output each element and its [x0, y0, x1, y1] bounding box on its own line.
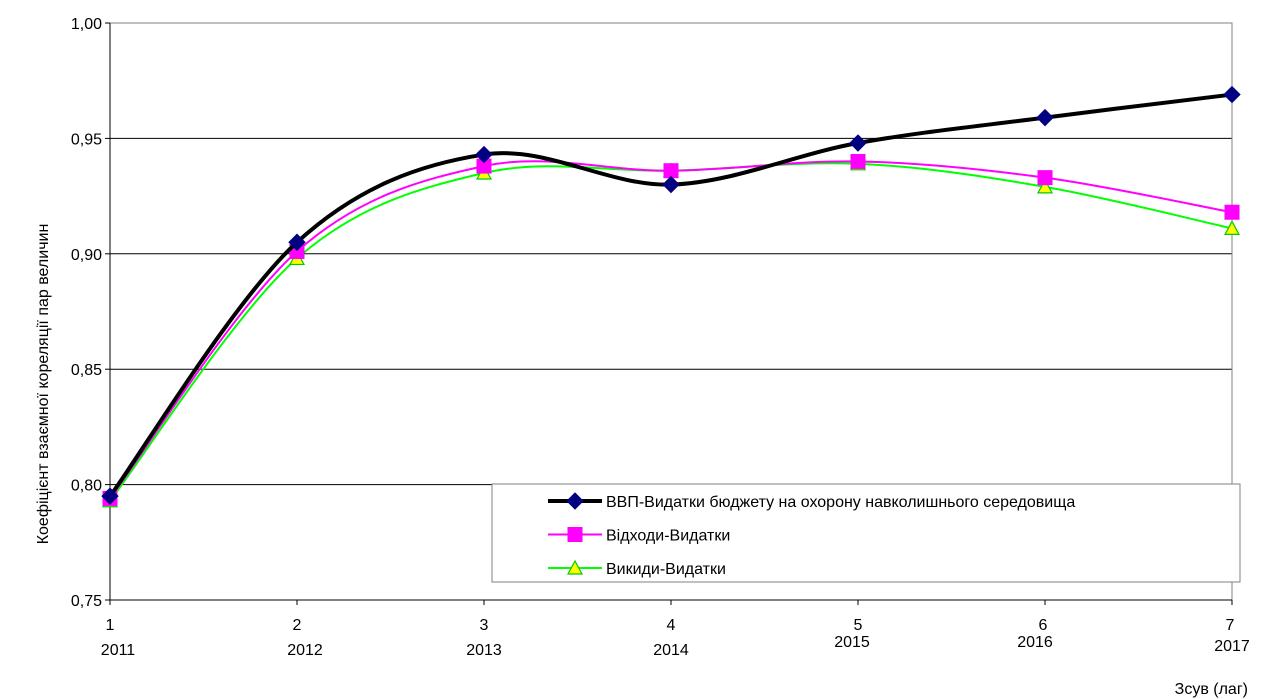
- y-tick-label: 0,85: [71, 362, 102, 379]
- legend-item: Викиди-Видатки: [548, 559, 726, 578]
- legend-swatch-marker: [567, 527, 583, 542]
- x-tick-label-lag: 1: [106, 617, 115, 634]
- legend-label: Викиди-Видатки: [606, 561, 726, 578]
- series-1-point: [662, 175, 680, 194]
- legend-item: ВВП-Видатки бюджету на охорону навколишн…: [548, 492, 1075, 511]
- series-2-point: [850, 153, 866, 169]
- x-tick-label-year: 2017: [1214, 638, 1250, 655]
- legend-item: Відходи-Видатки: [548, 527, 730, 545]
- series-3-point: [1036, 178, 1054, 194]
- y-tick-label: 0,90: [71, 247, 102, 264]
- legend-swatch-marker: [566, 492, 584, 510]
- series-2-point: [1037, 170, 1053, 186]
- series-1-point: [1036, 108, 1054, 127]
- x-tick-label-year: 2014: [653, 642, 689, 659]
- y-tick-label: 0,80: [71, 478, 102, 495]
- series-2-point: [663, 163, 679, 179]
- series-3-point: [1223, 220, 1241, 236]
- series-2-point: [1224, 204, 1240, 220]
- series-1-line: [108, 92, 1234, 499]
- x-tick-label-year: 2013: [466, 642, 502, 659]
- legend: ВВП-Видатки бюджету на охорону навколишн…: [491, 483, 1241, 583]
- x-tick-label-year: 2015: [834, 634, 870, 651]
- x-tick-label-lag: 3: [480, 617, 489, 634]
- series-1: [101, 85, 1241, 505]
- series-1-point: [101, 487, 119, 505]
- series-2: [102, 153, 1240, 506]
- x-tick-label-year: 2012: [287, 642, 323, 659]
- y-tick-label: 0,75: [71, 593, 102, 610]
- series-1-point: [288, 233, 306, 251]
- series-3: [101, 155, 1241, 508]
- x-tick-label-lag: 7: [1226, 617, 1235, 634]
- series-2-line: [109, 160, 1233, 500]
- series-1-point: [1223, 85, 1241, 104]
- axes: 0,75 0,80 0,85 0,90 0,95 1,00 1 2011 2 2012 3 2013 4…: [71, 16, 1250, 659]
- series-lines: [101, 85, 1241, 508]
- series-1-point: [475, 145, 493, 164]
- y-tick-label: 1,00: [71, 16, 102, 33]
- legend-label: ВВП-Видатки бюджету на охорону навколишн…: [606, 494, 1075, 511]
- legend-swatch-marker: [566, 559, 584, 575]
- legend-label: Відходи-Видатки: [606, 528, 730, 545]
- y-tick-label: 0,95: [71, 131, 102, 148]
- series-3-line: [109, 162, 1233, 502]
- x-tick-label-lag: 6: [1039, 617, 1048, 634]
- x-tick-label-year: 2011: [101, 642, 136, 659]
- series-1-point: [849, 134, 867, 152]
- y-axis-title: Коефіцієнт взаємної кореляції пар величи…: [35, 224, 52, 545]
- x-tick-label-lag: 4: [667, 617, 676, 634]
- x-tick-label-year: 2016: [1017, 634, 1053, 651]
- x-axis-title: Зсув (лаг): [1175, 681, 1248, 698]
- legend-box: [491, 483, 1241, 583]
- x-tick-label-lag: 5: [854, 617, 863, 634]
- x-tick-label-lag: 2: [293, 617, 302, 634]
